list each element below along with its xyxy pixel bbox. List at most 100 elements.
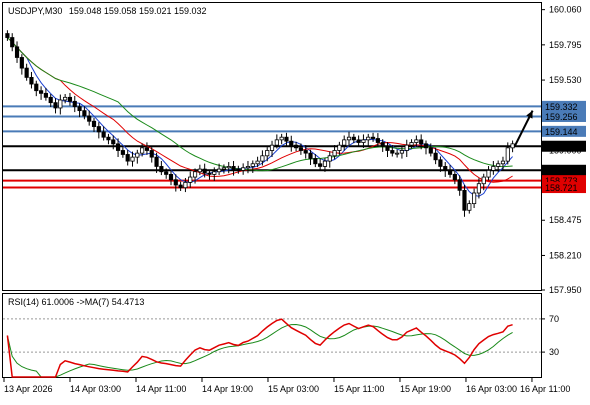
candle-body bbox=[361, 139, 366, 143]
candle-body bbox=[226, 166, 231, 169]
price-tick-label: 157.950 bbox=[549, 285, 582, 295]
level-tag-label: 158.851 bbox=[545, 166, 578, 176]
level-tag-label: 159.032 bbox=[545, 142, 578, 152]
candle-body bbox=[419, 139, 424, 145]
candle-body bbox=[414, 139, 419, 143]
candle-body bbox=[452, 174, 457, 181]
level-tag-bg bbox=[542, 125, 586, 137]
candle-body bbox=[231, 166, 236, 170]
candle-body bbox=[351, 136, 356, 141]
candle-body bbox=[279, 136, 284, 141]
candle-body bbox=[19, 57, 24, 69]
candle-body bbox=[505, 147, 510, 162]
candle-body bbox=[255, 160, 260, 165]
candle-body bbox=[241, 167, 246, 171]
candle-body bbox=[298, 147, 303, 151]
candle-body bbox=[308, 152, 313, 159]
rsi-pane-frame bbox=[2, 293, 542, 378]
level-tag-label: 159.332 bbox=[545, 102, 578, 112]
candle-body bbox=[269, 144, 275, 151]
candle-body bbox=[337, 144, 342, 151]
projection-arrow bbox=[513, 110, 534, 147]
level-tag-label: 159.144 bbox=[545, 127, 578, 137]
candle-body bbox=[34, 83, 39, 92]
price-tick-label: 158.475 bbox=[549, 215, 582, 225]
candle-body bbox=[5, 33, 10, 38]
candle-body bbox=[313, 158, 318, 165]
rsi-tick-label: 70 bbox=[549, 314, 559, 324]
candle-body bbox=[63, 96, 68, 101]
candle-body bbox=[380, 142, 385, 147]
candle-body bbox=[462, 189, 467, 211]
time-tick-label: 15 Apr 03:00 bbox=[268, 384, 319, 394]
level-tag-label: 158.773 bbox=[545, 176, 578, 186]
level-tag-bg bbox=[542, 164, 586, 176]
candle-body bbox=[265, 150, 270, 157]
price-tick-label: 160.060 bbox=[549, 5, 582, 15]
level-tag-bg bbox=[542, 110, 586, 122]
arrow-head bbox=[526, 110, 533, 119]
ohlc-values: 159.048 159.058 159.021 159.032 bbox=[69, 6, 207, 16]
candle-body bbox=[399, 150, 405, 154]
rsi-ma-line bbox=[6, 323, 513, 378]
time-tick-label: 16 Apr 11:00 bbox=[520, 384, 570, 394]
candle-body bbox=[457, 179, 462, 191]
candle-body bbox=[318, 163, 323, 167]
rsi-tick-label: 30 bbox=[549, 347, 559, 357]
price-tick-label: 158.210 bbox=[549, 250, 582, 260]
candle-body bbox=[14, 46, 20, 58]
level-tag-label: 159.256 bbox=[545, 112, 578, 122]
candle-body bbox=[67, 96, 73, 102]
candle-body bbox=[447, 170, 453, 175]
candle-body bbox=[101, 131, 106, 138]
candle-body bbox=[443, 166, 448, 171]
rsi-label: RSI(14) 61.0006 ->MA(7) 54.4713 bbox=[8, 297, 144, 307]
ma-slow-line bbox=[7, 37, 513, 172]
candle-body bbox=[327, 155, 332, 162]
candle-body bbox=[159, 166, 164, 173]
candle-body bbox=[409, 142, 414, 146]
candle-body bbox=[467, 203, 472, 211]
candle-body bbox=[178, 184, 183, 189]
candle-body bbox=[385, 146, 390, 151]
candle-body bbox=[29, 77, 34, 85]
candle-body bbox=[370, 136, 376, 139]
candle-body bbox=[346, 136, 352, 141]
candle-body bbox=[183, 181, 188, 189]
candle-body bbox=[433, 152, 438, 161]
ma-fast-line bbox=[7, 37, 513, 197]
candle-body bbox=[303, 150, 308, 154]
level-tag-bg bbox=[542, 175, 586, 187]
candle-body bbox=[472, 192, 477, 205]
candle-body bbox=[164, 171, 169, 175]
candle-body bbox=[154, 156, 159, 167]
candle-body bbox=[77, 106, 82, 112]
candle-body bbox=[24, 67, 29, 78]
candle-body bbox=[428, 147, 433, 154]
rsi-line bbox=[6, 318, 513, 378]
candle-body bbox=[130, 156, 135, 162]
candle-body bbox=[212, 171, 217, 175]
candles bbox=[5, 30, 515, 217]
candle-body bbox=[48, 96, 53, 104]
candle-body bbox=[53, 102, 58, 109]
candle-body bbox=[375, 138, 380, 143]
time-axis: 13 Apr 2026 14 Apr 03:00 14 Apr 11:00 14 Ap… bbox=[3, 378, 570, 394]
candle-body bbox=[274, 139, 279, 146]
time-tick-label: 13 Apr 2026 bbox=[4, 384, 53, 394]
candle-body bbox=[43, 92, 48, 98]
candle-body bbox=[356, 139, 361, 143]
candle-body bbox=[188, 176, 193, 183]
chart-header: USDJPY,M30 159.048 159.058 159.021 159.0… bbox=[8, 6, 207, 16]
candle-body bbox=[72, 100, 77, 108]
candle-body bbox=[500, 160, 506, 165]
candle-body bbox=[491, 166, 496, 171]
candle-body bbox=[260, 155, 265, 162]
symbol-label: USDJPY,M30 bbox=[8, 6, 62, 16]
time-tick-label: 15 Apr 11:00 bbox=[334, 384, 384, 394]
candle-body bbox=[39, 90, 44, 94]
candle-body bbox=[294, 144, 299, 149]
candle-body bbox=[91, 120, 97, 127]
